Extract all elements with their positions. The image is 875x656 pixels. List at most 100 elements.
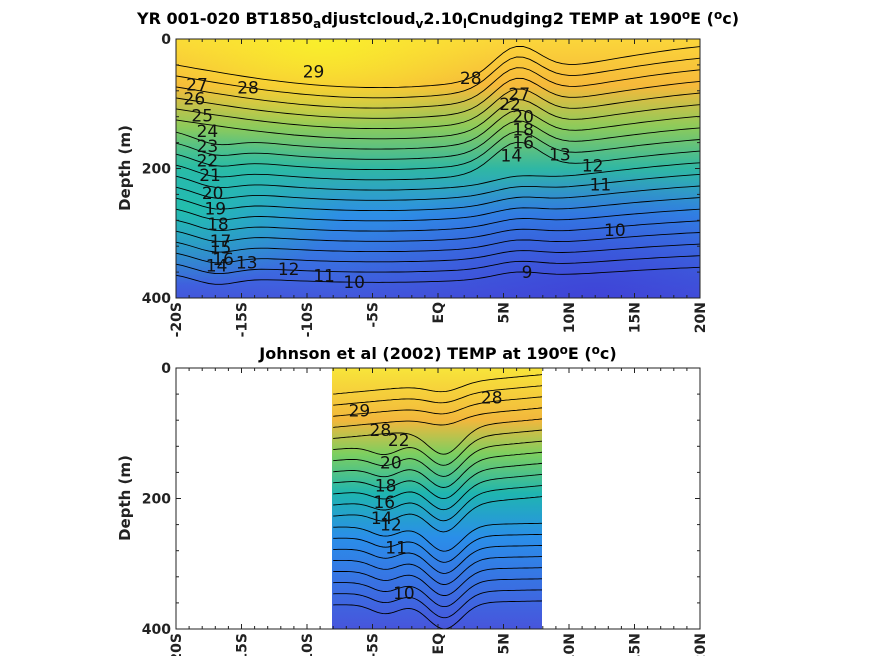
bottom-contour-label: 10 (393, 584, 415, 604)
bottom-xtick-label: -5S (366, 633, 382, 656)
top-contour-label: 16 (212, 250, 234, 270)
top-contour-line (176, 266, 700, 285)
top-contour-label: 14 (501, 147, 523, 167)
top-contour-label: 11 (313, 266, 335, 286)
top-title-text: YR 001-020 BT1850adjustcloudv2.10lCnudgi… (136, 8, 739, 31)
bottom-title-part: o (560, 343, 568, 357)
bottom-contour-label: 28 (481, 388, 503, 408)
bottom-ytick-label: 400 (142, 622, 171, 638)
bottom-ticks: -20S -15S -10S -5S EQ 5N 10N 15N 20N 0 200 400 (142, 361, 709, 656)
top-contour-line (176, 77, 700, 119)
bottom-title-part: E ( (568, 344, 592, 363)
bottom-contour-line (333, 474, 542, 511)
bottom-contour-line (333, 374, 542, 395)
top-contour-line (176, 120, 700, 160)
top-contour-line (176, 109, 700, 150)
top-ytick-label: 0 (161, 32, 171, 48)
top-contour-label: 27 (186, 75, 208, 95)
bottom-xtick-label: 5N (497, 633, 513, 654)
top-contour-label: 23 (197, 137, 219, 157)
top-title-part: o (682, 8, 690, 22)
bottom-contour-line (333, 496, 542, 533)
bottom-xtick-label: -10S (300, 633, 316, 656)
top-contour-label: 20 (512, 108, 534, 128)
top-contour-label: 18 (512, 121, 534, 141)
top-contour-line (176, 232, 700, 253)
top-contour-line (176, 220, 700, 242)
top-title: YR 001-020 BT1850adjustcloudv2.10lCnudgi… (136, 8, 739, 31)
top-xtick-label: -5S (366, 302, 382, 328)
top-contour-label: 10 (604, 221, 626, 241)
top-contour-label: 18 (207, 215, 229, 235)
bottom-title-part: o (592, 343, 600, 357)
top-contour-label: 29 (303, 62, 325, 82)
top-contour-line (176, 162, 700, 191)
top-field (176, 39, 700, 298)
bottom-ylabel: Depth (m) (116, 455, 134, 541)
top-contour-label: 22 (197, 152, 219, 172)
top-contour-label: 28 (460, 69, 482, 89)
top-contour-label: 19 (204, 200, 226, 220)
bottom-contour-line (333, 578, 542, 608)
top-contour-line (176, 255, 700, 275)
bottom-contour-label: 29 (349, 401, 371, 421)
top-xtick-label: -10S (300, 302, 316, 337)
top-contour-label: 10 (343, 273, 365, 293)
bottom-contour-label: 22 (388, 431, 410, 451)
top-contour-line (176, 56, 700, 99)
top-ytick-label: 400 (142, 291, 171, 307)
bottom-title-part: Johnson et al (2002) TEMP at 190 (258, 344, 559, 363)
top-title-part: 2.10 (423, 9, 462, 28)
bottom-contour-line (333, 567, 542, 596)
top-contour-label: 12 (278, 260, 300, 280)
top-contour-label: 25 (191, 106, 213, 126)
top-xtick-label: -20S (169, 302, 185, 337)
top-xtick-label: EQ (431, 302, 447, 324)
top-title-part: l (463, 17, 467, 31)
top-contour-line (176, 173, 700, 201)
top-contour-label: 22 (499, 95, 521, 115)
bottom-contour-label: 18 (375, 476, 397, 496)
bottom-contour-line (333, 385, 542, 406)
top-contour-label: 12 (582, 156, 604, 176)
top-contour-label: 16 (512, 134, 534, 154)
bottom-xtick-label: EQ (431, 633, 447, 655)
bottom-contour-line (333, 451, 542, 488)
bottom-xtick-label: 15N (628, 633, 644, 656)
top-xtick-label: 20N (693, 302, 709, 333)
top-contour-label: 20 (202, 184, 224, 204)
bottom-contour-line (333, 462, 542, 500)
top-contour-line (176, 141, 700, 181)
bottom-xtick-label: 10N (562, 633, 578, 656)
bottom-contour-line (333, 396, 542, 417)
bottom-contour-line (333, 440, 542, 477)
top-title-part: c) (722, 9, 739, 28)
top-xtick-label: 5N (497, 302, 513, 323)
top-contour-line (176, 185, 700, 212)
top-title-part: djustcloud (321, 9, 415, 28)
bottom-contour-line (333, 589, 542, 619)
bottom-contour-line (333, 407, 542, 428)
bottom-contour-label: 28 (370, 421, 392, 441)
bottom-xtick-label: -15S (235, 633, 251, 656)
top-field-cool (176, 39, 700, 298)
bottom-contour-line (333, 485, 542, 522)
top-contour-label: 27 (508, 85, 530, 105)
top-contour-lines (176, 45, 700, 285)
top-title-part: YR 001-020 BT1850 (136, 9, 313, 28)
bottom-ytick-label: 200 (142, 492, 171, 508)
bottom-contour-label: 14 (371, 509, 393, 529)
top-contour-line (176, 67, 700, 109)
top-contour-label: 17 (210, 232, 232, 252)
bottom-contour-label: 20 (380, 454, 402, 474)
top-title-part: a (313, 17, 321, 31)
top-contour-label: 9 (522, 263, 533, 283)
top-title-part: E ( (690, 9, 714, 28)
top-ticks: -20S -15S -10S -5S EQ 5N 10N 15N 20N 0 200 400 (142, 32, 709, 337)
bottom-panel: Johnson et al (2002) TEMP at 190oE (oc) … (116, 343, 709, 656)
top-contour-line (176, 208, 700, 232)
top-panel: YR 001-020 BT1850adjustcloudv2.10lCnudgi… (116, 8, 739, 338)
